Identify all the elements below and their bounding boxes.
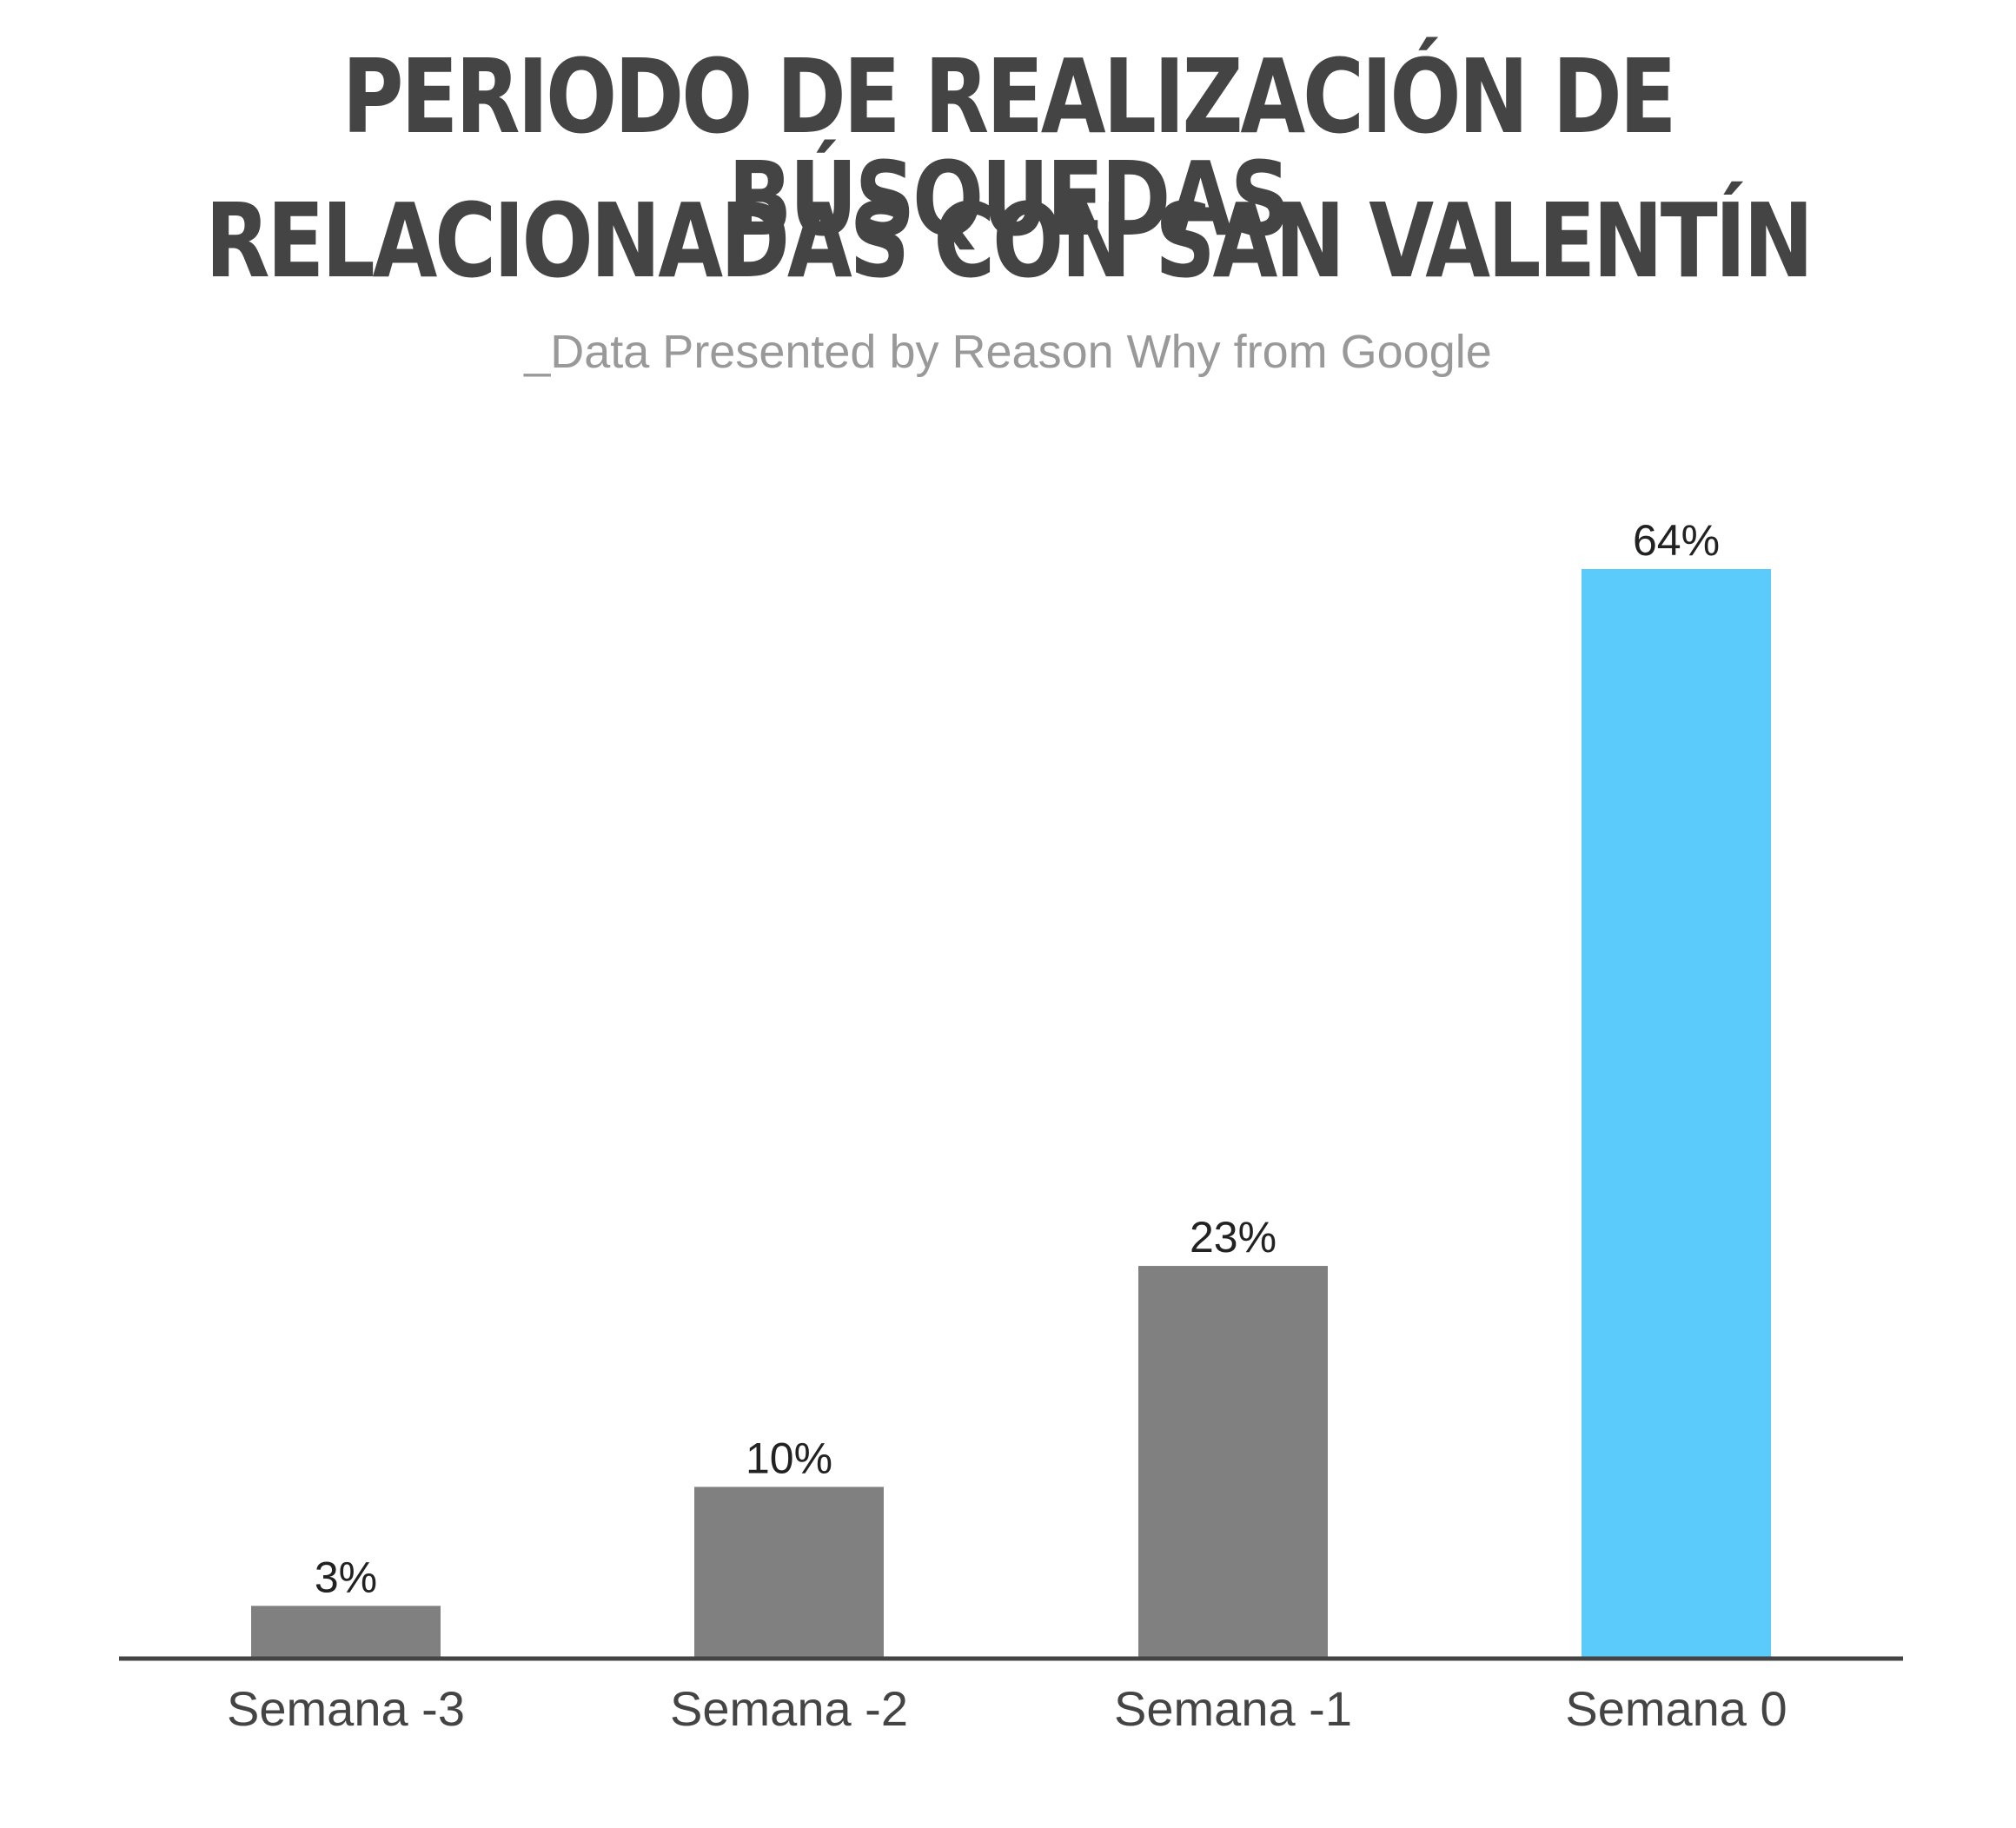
bar-4 bbox=[1582, 569, 1771, 1657]
bar-3 bbox=[1138, 1266, 1328, 1657]
chart-subtitle: _Data Presented by Reason Why from Googl… bbox=[524, 326, 1492, 378]
category-label: Semana -2 bbox=[670, 1681, 908, 1736]
bar-value-label: 10% bbox=[746, 1434, 832, 1482]
chart-title-line-1: PERIODO DE REALIZACIÓN DE BÚSQUEDAS bbox=[342, 36, 1677, 259]
bar-2 bbox=[694, 1487, 884, 1657]
bar-1 bbox=[251, 1606, 441, 1657]
category-label: Semana -1 bbox=[1114, 1681, 1352, 1736]
bar-value-label: 3% bbox=[315, 1553, 377, 1601]
category-label: Semana 0 bbox=[1565, 1681, 1787, 1736]
bar-value-label: 64% bbox=[1633, 516, 1720, 565]
category-label: Semana -3 bbox=[227, 1681, 465, 1736]
bar-value-label: 23% bbox=[1190, 1213, 1277, 1262]
chart-title-line-2: RELACIONADAS CON SAN VALENTÍN bbox=[205, 181, 1814, 301]
